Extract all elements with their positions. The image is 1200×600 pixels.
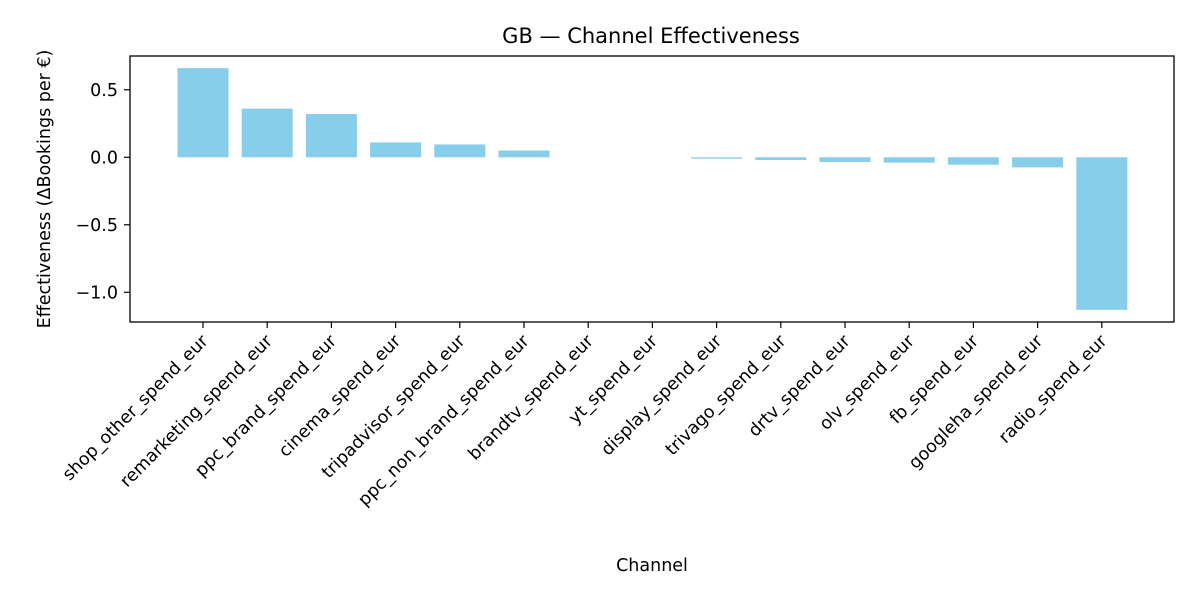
bar-tripadvisor_spend_eur bbox=[434, 144, 486, 158]
x-tick-label: display_spend_eur bbox=[598, 331, 727, 460]
bar-googleha_spend_eur bbox=[1012, 157, 1064, 168]
bar-ppc_non_brand_spend_eur bbox=[498, 150, 550, 158]
bar-radio_spend_eur bbox=[1076, 157, 1128, 310]
x-tick-label: radio_spend_eur bbox=[995, 331, 1112, 448]
x-axis-label: Channel bbox=[616, 556, 688, 576]
bar-trivago_spend_eur bbox=[755, 157, 807, 160]
x-tick-label: trivago_spend_eur bbox=[662, 331, 791, 460]
x-axis: shop_other_spend_eurremarketing_spend_eu… bbox=[59, 322, 1112, 510]
x-tick-label: brandtv_spend_eur bbox=[465, 331, 599, 465]
bar-display_spend_eur bbox=[691, 157, 743, 159]
plot-frame bbox=[129, 55, 1175, 323]
bar-drtv_spend_eur bbox=[819, 157, 871, 162]
chart-title: GB — Channel Effectiveness bbox=[502, 24, 800, 48]
bar-fb_spend_eur bbox=[947, 157, 999, 165]
bar-olv_spend_eur bbox=[883, 157, 935, 163]
bar-remarketing_spend_eur bbox=[241, 108, 293, 158]
y-tick-label: −0.5 bbox=[76, 216, 119, 236]
bar-cinema_spend_eur bbox=[370, 142, 422, 158]
y-axis: 0.5 0.0 −0.5 −1.0 bbox=[76, 81, 130, 303]
y-tick-label: −1.0 bbox=[76, 283, 119, 303]
bar-ppc_brand_spend_eur bbox=[305, 114, 357, 158]
bars-group bbox=[177, 68, 1128, 310]
y-axis-label: Effectiveness (ΔBookings per €) bbox=[35, 50, 55, 329]
y-tick-label: 0.0 bbox=[90, 148, 118, 168]
x-tick-label: cinema_spend_eur bbox=[275, 331, 406, 462]
y-tick-label: 0.5 bbox=[90, 81, 118, 101]
bar-shop_other_spend_eur bbox=[177, 68, 229, 158]
